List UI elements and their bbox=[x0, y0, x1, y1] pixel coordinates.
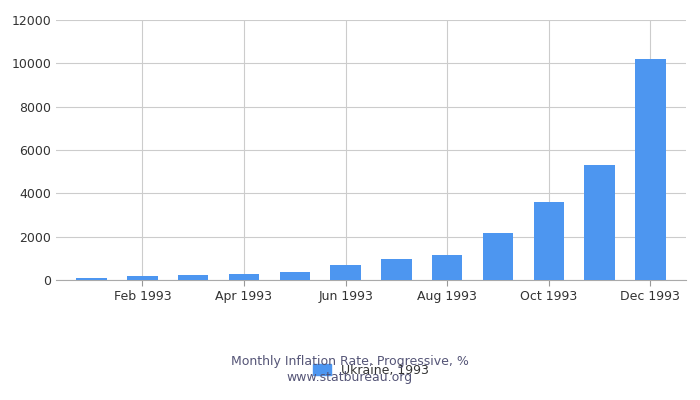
Legend: Ukraine, 1993: Ukraine, 1993 bbox=[308, 359, 434, 382]
Bar bbox=[432, 255, 463, 280]
Bar bbox=[279, 272, 310, 280]
Bar bbox=[483, 233, 513, 280]
Bar bbox=[584, 165, 615, 280]
Text: Monthly Inflation Rate, Progressive, %: Monthly Inflation Rate, Progressive, % bbox=[231, 356, 469, 368]
Text: www.statbureau.org: www.statbureau.org bbox=[287, 372, 413, 384]
Bar bbox=[382, 259, 412, 280]
Bar bbox=[533, 202, 564, 280]
Bar bbox=[229, 274, 259, 280]
Bar bbox=[178, 275, 209, 280]
Bar bbox=[76, 278, 107, 280]
Bar bbox=[635, 59, 666, 280]
Bar bbox=[330, 266, 360, 280]
Bar bbox=[127, 276, 158, 280]
